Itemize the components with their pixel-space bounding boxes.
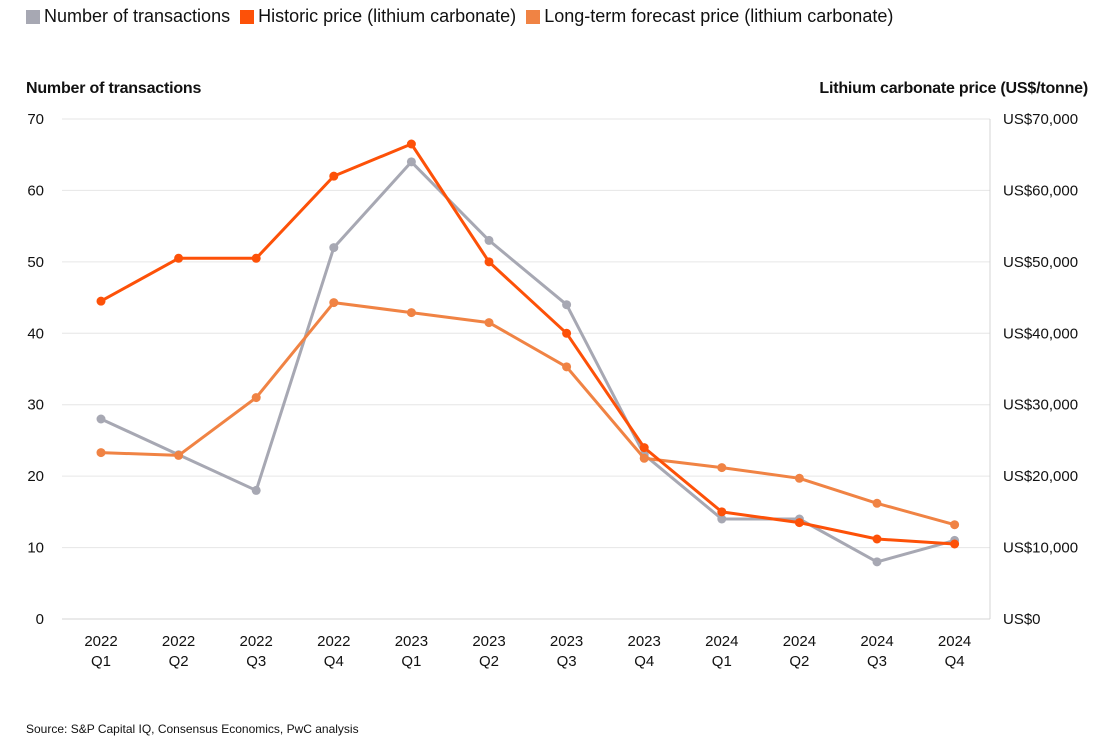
x-tick-label-quarter: Q3	[557, 653, 577, 670]
series-1-point	[950, 539, 960, 549]
right-tick-label: US$0	[1003, 611, 1041, 628]
right-tick-label: US$40,000	[1003, 325, 1078, 342]
series-2-point	[251, 393, 261, 403]
x-tick-label-year: 2022	[317, 633, 350, 650]
series-1-point	[174, 253, 184, 263]
series-0-point	[872, 557, 882, 567]
x-tick-label-year: 2022	[240, 633, 273, 650]
x-tick-label-quarter: Q1	[401, 653, 421, 670]
legend-label-historic-price: Historic price (lithium carbonate)	[258, 6, 517, 26]
x-tick-label-year: 2023	[550, 633, 583, 650]
right-tick-label: US$20,000	[1003, 468, 1078, 485]
series-1-point	[717, 507, 727, 517]
left-tick-label: 60	[27, 182, 44, 199]
series-0-point	[251, 485, 261, 495]
legend-swatch-historic-price	[240, 9, 255, 24]
series-1-point	[406, 139, 416, 149]
legend-item-historic-price: Historic price (lithium carbonate)	[240, 6, 516, 27]
legend-item-transactions: Number of transactions	[26, 6, 230, 27]
series-2-point	[717, 463, 727, 473]
left-axis-title: Number of transactions	[26, 80, 202, 97]
series-1-point	[96, 296, 106, 306]
x-tick-label-year: 2022	[162, 633, 195, 650]
right-tick-label: US$60,000	[1003, 182, 1078, 199]
series-1-point	[794, 518, 804, 528]
x-tick-label-quarter: Q1	[91, 653, 111, 670]
series-2-point	[484, 318, 494, 328]
right-tick-label: US$50,000	[1003, 254, 1078, 271]
x-tick-label-quarter: Q2	[169, 653, 189, 670]
series-1-point	[639, 443, 649, 453]
x-tick-label-quarter: Q3	[867, 653, 887, 670]
series-2-point	[950, 520, 960, 530]
x-tick-label-year: 2023	[472, 633, 505, 650]
x-tick-label-year: 2024	[783, 633, 816, 650]
series-line-1	[99, 142, 957, 546]
legend-swatch-forecast-price	[526, 9, 541, 24]
series-2-point	[794, 473, 804, 483]
line-chart: 0 US$0 10 US$10,000 20 US$20,000 30 US$30,000 40…	[27, 111, 1078, 670]
series-line-0	[99, 160, 957, 564]
x-tick-label-year: 2023	[395, 633, 428, 650]
legend-item-forecast-price: Long-term forecast price (lithium carbon…	[526, 6, 893, 27]
series-2-point	[406, 308, 416, 318]
x-tick-label-quarter: Q1	[712, 653, 732, 670]
series-0-point	[562, 300, 572, 310]
chart-legend: Number of transactions Historic price (l…	[26, 6, 903, 27]
right-tick-label: US$30,000	[1003, 397, 1078, 414]
left-tick-label: 10	[27, 540, 44, 557]
x-tick-label-year: 2022	[84, 633, 117, 650]
legend-swatch-transactions	[26, 9, 40, 24]
series-2-point	[639, 453, 649, 463]
right-axis-title: Lithium carbonate price (US$/tonne)	[819, 80, 1088, 97]
x-tick-label-year: 2024	[705, 633, 738, 650]
series-1-point	[329, 171, 339, 181]
x-tick-label-year: 2024	[860, 633, 893, 650]
left-tick-label: 20	[27, 468, 44, 485]
left-tick-label: 70	[27, 111, 44, 128]
left-tick-label: 50	[27, 254, 44, 271]
x-tick-label-quarter: Q2	[789, 653, 809, 670]
series-0-point	[484, 235, 494, 245]
right-tick-label: US$70,000	[1003, 111, 1078, 128]
legend-label-transactions: Number of transactions	[44, 6, 231, 26]
x-tick-label-quarter: Q4	[945, 653, 965, 670]
series-2-point	[562, 362, 572, 372]
series-line-2	[99, 301, 957, 527]
right-tick-label: US$10,000	[1003, 540, 1078, 557]
source-note: Source: S&P Capital IQ, Consensus Econom…	[26, 722, 359, 736]
left-tick-label: 30	[27, 397, 44, 414]
legend-label-forecast-price: Long-term forecast price (lithium carbon…	[544, 6, 894, 26]
x-tick-label-year: 2024	[938, 633, 971, 650]
x-tick-label-quarter: Q4	[324, 653, 344, 670]
x-tick-label-quarter: Q3	[246, 653, 266, 670]
series-1-point	[562, 328, 572, 338]
series-1-point	[484, 257, 494, 267]
left-tick-label: 0	[36, 611, 44, 628]
left-tick-label: 40	[27, 325, 44, 342]
series-1-point	[872, 534, 882, 544]
series-2-point	[872, 498, 882, 508]
series-0-point	[329, 243, 339, 253]
series-0-point	[717, 514, 727, 524]
series-2-point	[329, 298, 339, 308]
series-2-point	[174, 450, 184, 460]
series-2-point	[96, 448, 106, 458]
series-0-point	[406, 157, 416, 167]
series-0-point	[96, 414, 106, 424]
x-tick-label-quarter: Q4	[634, 653, 654, 670]
series-1-point	[251, 253, 261, 263]
x-tick-label-quarter: Q2	[479, 653, 499, 670]
x-tick-label-year: 2023	[628, 633, 661, 650]
